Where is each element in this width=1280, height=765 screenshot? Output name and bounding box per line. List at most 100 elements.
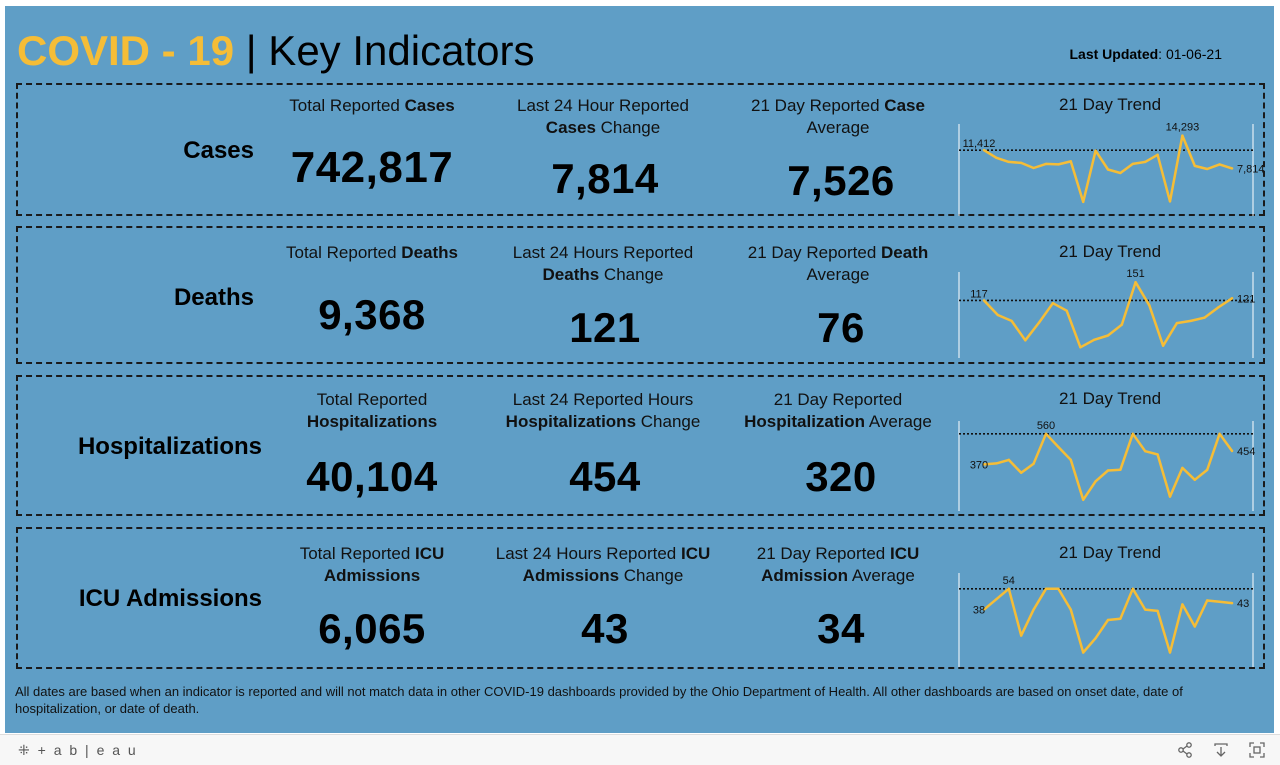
average-caption: 21 Day Reported ICU Admission Average [756,544,920,585]
trend-label-peak: 54 [1003,575,1015,587]
trend-point [1181,134,1184,137]
total-value: 6,065 [318,605,426,652]
change-caption: Last 24 Hours Reported Deaths Change [512,243,694,284]
trend-point [1032,608,1035,611]
trend-label-last: 43 [1237,598,1249,610]
average-value: 34 [817,605,865,652]
trend-line [982,432,1234,502]
average-value: 7,526 [787,157,895,204]
trend-point [1044,162,1048,166]
change-value: 43 [581,605,629,652]
trend-label-first: 38 [973,605,985,617]
trend-point [1131,432,1134,436]
change-caption: Last 24 Hours Reported ICU Admissions Ch… [495,544,711,585]
trend-point [1189,319,1192,323]
trend-point [1217,306,1220,309]
trend-point [1168,651,1172,654]
average-caption: 21 Day Reported Hospitalization Average [744,390,932,431]
trend-point [1094,480,1097,483]
trend-title: 21 Day Trend [1058,389,1162,408]
last-updated-value: : 01-06-21 [1158,46,1222,62]
trend-point [1230,297,1234,300]
trend-chart-deaths: 117 151 121 [958,268,1255,358]
fullscreen-icon[interactable] [1248,741,1268,761]
trend-point [1106,334,1110,337]
panel-deaths: Deaths Total Reported Deaths 9,368 Last … [16,226,1265,364]
trend-point [982,463,986,466]
average-caption: 21 Day Reported Death Average [747,243,929,284]
trend-point [995,156,998,160]
panel-cases: Cases Total Reported Cases 742,817 Last … [16,83,1265,216]
change-value: 454 [569,453,641,500]
panel-icu-admissions: ICU Admissions Total Reported ICU Admiss… [16,527,1265,669]
trend-point [1032,166,1035,170]
trend-point [1144,450,1147,453]
page-title: COVID - 19 | Key Indicators [17,26,534,76]
trend-title: 21 Day Trend [1058,95,1162,114]
trend-point [1156,153,1159,156]
row-label-hospitalizations: Hospitalizations [77,433,262,460]
trend-point [982,608,986,611]
trend-point [1069,160,1072,163]
trend-point [1032,462,1035,465]
change-value: 7,814 [551,155,659,202]
trend-point [1020,634,1023,637]
trend-point [1051,301,1055,305]
last-updated-label: Last Updated [1069,46,1159,62]
title-rest: | Key Indicators [234,27,535,74]
total-caption: Total Reported Cases [289,96,455,115]
trend-point [1193,478,1196,482]
total-caption: Total Reported Deaths [286,243,458,262]
title-accent: COVID - 19 [17,27,235,74]
trend-point [1206,167,1209,171]
trend-point [1044,587,1048,590]
share-icon[interactable] [1176,741,1196,761]
trend-label-last: 454 [1237,446,1255,458]
trend-point [1203,316,1206,319]
trend-point [1037,321,1041,324]
trend-point [1057,587,1060,590]
row-label-deaths: Deaths [173,284,254,311]
average-value: 320 [805,453,877,500]
trend-point [1057,163,1060,166]
average-value: 76 [817,304,865,351]
trend-point [1007,587,1010,590]
download-icon[interactable] [1212,741,1232,761]
trend-point [1106,469,1110,472]
trend-point [1218,163,1221,166]
trend-point [1131,587,1134,590]
trend-point [1079,346,1082,349]
trend-point [1206,599,1209,602]
trend-point [1010,319,1013,323]
trend-chart-hospitalizations: 370 560 454 [958,420,1255,511]
average-caption: 21 Day Reported Case Average [751,96,925,137]
total-value: 742,817 [290,143,454,192]
trend-line [982,280,1234,349]
dashboard: COVID - 19 | Key Indicators Last Updated… [5,6,1274,733]
trend-point [1161,344,1165,347]
trend-point [1024,339,1027,342]
trend-point [1144,608,1147,611]
trend-point [1094,637,1097,640]
trend-label-first: 11,412 [963,138,996,150]
trend-point [1148,304,1151,307]
trend-point [1044,432,1048,436]
trend-point [1020,161,1023,165]
trend-point [996,313,999,317]
trend-point [1181,466,1184,470]
trend-point [1193,164,1196,168]
trend-point [1131,162,1134,166]
trend-point [1168,200,1172,203]
trend-point [1181,603,1184,606]
trend-point [1120,323,1123,326]
trend-point [995,462,998,465]
trend-point [1230,601,1234,605]
last-updated: Last Updated: 01-06-21 [1069,46,1222,62]
trend-point [982,148,986,152]
trend-point [1218,600,1221,603]
trend-point [982,299,986,302]
tableau-logo[interactable]: ⁜ + a b | e a u [18,742,138,759]
trend-point [1069,608,1072,611]
trend-point [1119,171,1122,175]
trend-point [1094,149,1097,152]
